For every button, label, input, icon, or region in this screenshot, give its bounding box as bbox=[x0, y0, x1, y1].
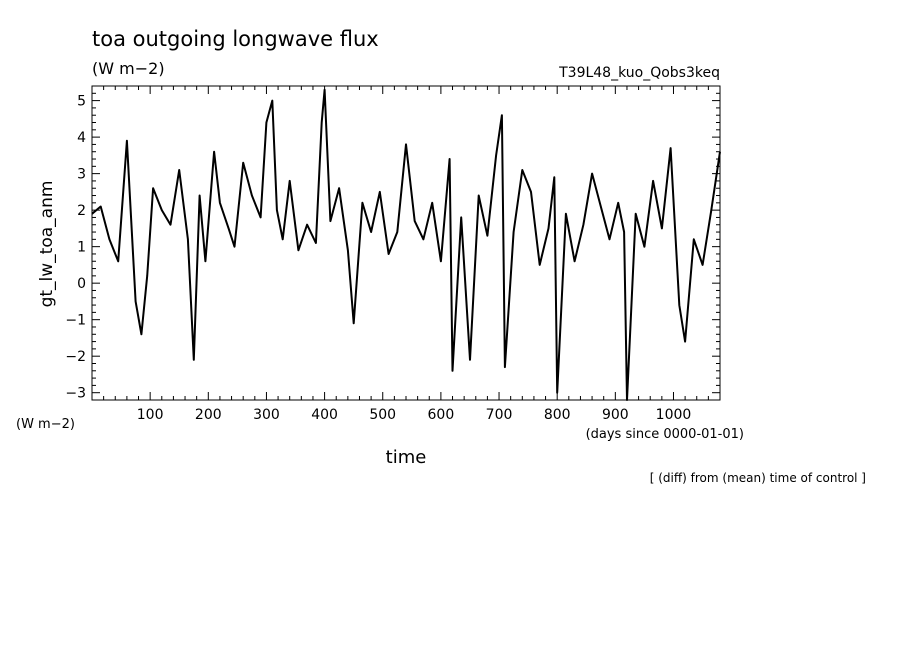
x-axis-label: time bbox=[386, 447, 427, 468]
x-tick-label: 1000 bbox=[656, 407, 692, 423]
chart-title: toa outgoing longwave flux bbox=[92, 27, 379, 51]
y-tick-label: −1 bbox=[65, 313, 86, 329]
experiment-label: T39L48_kuo_Qobs3keq bbox=[558, 65, 720, 81]
x-tick-label: 600 bbox=[428, 407, 455, 423]
footnote: [ (diff) from (mean) time of control ] bbox=[650, 471, 866, 485]
x-tick-label: 300 bbox=[253, 407, 280, 423]
y-tick-label: 4 bbox=[77, 130, 86, 146]
y-tick-label: −2 bbox=[65, 349, 86, 365]
x-tick-label: 700 bbox=[486, 407, 513, 423]
y-tick-label: 5 bbox=[77, 94, 86, 110]
x-tick-label: 800 bbox=[544, 407, 571, 423]
x-tick-label: 500 bbox=[369, 407, 396, 423]
y-tick-label: −3 bbox=[65, 386, 86, 402]
y-tick-label: 0 bbox=[77, 276, 86, 292]
x-ticks bbox=[103, 86, 709, 400]
title-units: (W m−2) bbox=[92, 59, 165, 78]
x-tick-label: 900 bbox=[602, 407, 629, 423]
y-tick-labels: −3 −2 −1 0 1 2 3 4 5 bbox=[65, 94, 86, 402]
x-tick-label: 200 bbox=[195, 407, 222, 423]
x-axis-units: (days since 0000-01-01) bbox=[586, 427, 744, 442]
x-tick-labels: 100 200 300 400 500 600 700 800 900 1000 bbox=[137, 407, 692, 423]
x-tick-label: 400 bbox=[311, 407, 338, 423]
y-tick-label: 1 bbox=[77, 240, 86, 256]
series-line bbox=[91, 88, 721, 401]
y-axis-label: gt_lw_toa_anm bbox=[37, 181, 57, 308]
y-tick-label: 2 bbox=[77, 203, 86, 219]
x-tick-label: 100 bbox=[137, 407, 164, 423]
y-tick-label: 3 bbox=[77, 167, 86, 183]
y-axis-units: (W m−2) bbox=[16, 417, 75, 432]
